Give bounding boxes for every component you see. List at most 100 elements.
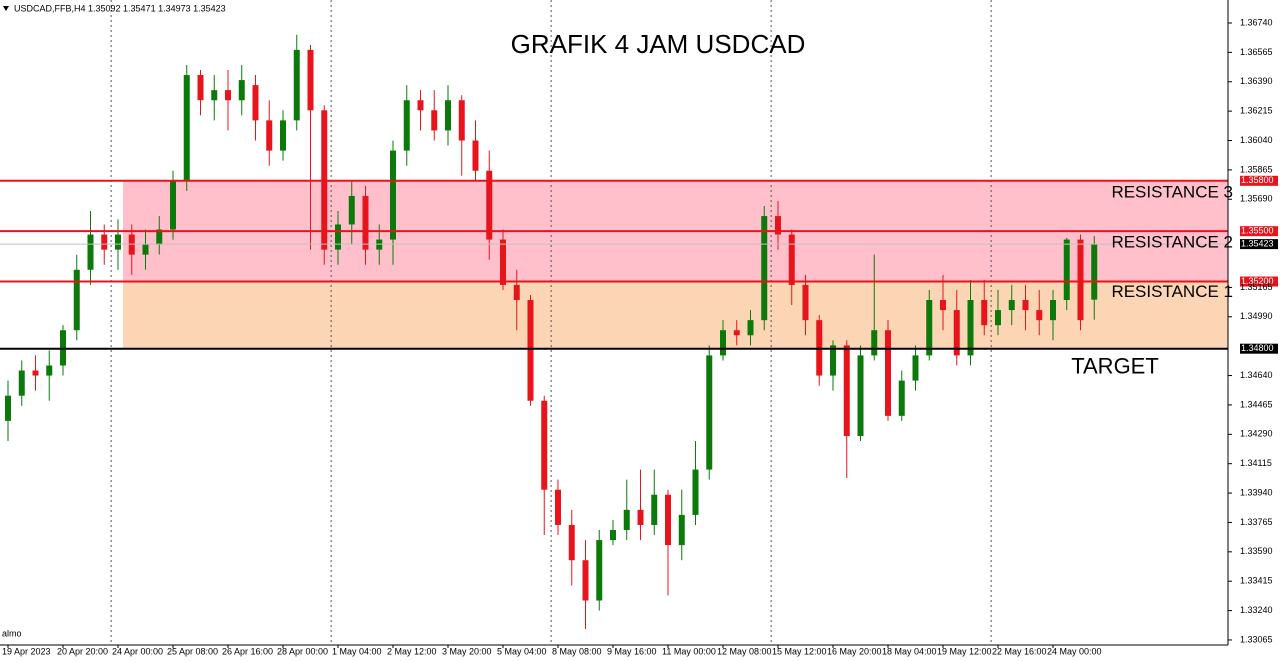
candle-body (18, 370, 25, 396)
candle-body (541, 400, 548, 490)
candle-body (788, 234, 795, 285)
x-tick-label: 5 May 04:00 (497, 646, 547, 656)
candle-body (307, 49, 314, 111)
candle-body (1050, 300, 1056, 321)
price-label: 1.35800 (1241, 175, 1274, 185)
level-name: RESISTANCE 1 (1111, 282, 1233, 301)
zone (123, 281, 1228, 349)
y-tick-label: 1.34465 (1240, 399, 1273, 409)
candle-body (871, 330, 878, 356)
price-label-box (1240, 276, 1278, 287)
candle-body (692, 469, 699, 515)
candle-body (623, 509, 630, 531)
candle-body (293, 49, 300, 121)
candle-body (500, 239, 506, 285)
x-tick-label: 12 May 08:00 (717, 646, 772, 656)
y-tick-label: 1.35690 (1240, 194, 1273, 204)
x-tick-label: 25 Apr 08:00 (167, 646, 218, 656)
x-tick-label: 26 Apr 16:00 (222, 646, 273, 656)
level-name: RESISTANCE 2 (1111, 233, 1233, 252)
y-tick-label: 1.34290 (1240, 429, 1273, 439)
y-tick-label: 1.36565 (1240, 47, 1273, 57)
x-tick-label: 19 Apr 2023 (2, 646, 51, 656)
y-tick-label: 1.33765 (1240, 517, 1273, 527)
x-tick-label: 16 May 20:00 (827, 646, 882, 656)
price-label-box (1240, 175, 1278, 186)
candle-body (335, 224, 341, 250)
y-tick-label: 1.33940 (1240, 487, 1273, 497)
x-tick-label: 15 May 12:00 (772, 646, 827, 656)
candle-body (5, 395, 11, 421)
candle-body (610, 530, 616, 541)
candle-body (651, 494, 658, 525)
candle-body (348, 195, 355, 225)
candle-body (568, 524, 575, 561)
candle-body (1077, 239, 1084, 321)
level-name: RESISTANCE 3 (1111, 182, 1233, 201)
candle-body (156, 229, 163, 245)
x-tick-label: 28 Apr 00:00 (277, 646, 328, 656)
candle-body (362, 195, 369, 250)
candle-body (775, 216, 781, 235)
candle-body (101, 234, 108, 250)
x-tick-label: 24 Apr 00:00 (112, 646, 163, 656)
candle-body (926, 300, 933, 356)
candle-body (266, 120, 273, 151)
y-tick-label: 1.36215 (1240, 106, 1273, 116)
candle-body (898, 380, 905, 416)
candle-body (197, 75, 204, 101)
candle-body (1091, 244, 1098, 300)
x-tick-label: 11 May 00:00 (662, 646, 716, 656)
price-label: 1.35500 (1241, 226, 1274, 236)
candle-body (678, 514, 685, 546)
candle-body (280, 120, 286, 151)
candle-body (802, 284, 809, 321)
candle-body (46, 365, 53, 376)
candle-body (170, 180, 176, 230)
candle-body (183, 75, 190, 181)
candle-body (720, 330, 726, 356)
candle-body (211, 90, 218, 101)
x-tick-label: 18 May 04:00 (882, 646, 937, 656)
y-tick-label: 1.36390 (1240, 76, 1273, 86)
y-tick-label: 1.36040 (1240, 135, 1273, 145)
chart-header: USDCAD,FFB,H4 1.35092 1.35471 1.34973 1.… (14, 3, 226, 13)
candle-body (87, 234, 94, 270)
price-label: 1.34800 (1241, 343, 1274, 353)
candle-body (733, 330, 740, 336)
price-label: 1.35200 (1241, 276, 1274, 286)
y-tick-label: 1.36740 (1240, 17, 1273, 27)
candle-body (857, 355, 864, 436)
candle-body (417, 100, 424, 111)
candle-body (885, 330, 891, 416)
y-tick-label: 1.33590 (1240, 546, 1273, 556)
candle-body (390, 150, 396, 240)
x-tick-label: 19 May 12:00 (937, 646, 992, 656)
candle-body (486, 170, 493, 240)
candle-body (637, 509, 644, 525)
candle-body (73, 269, 80, 331)
y-tick-label: 1.34115 (1240, 458, 1272, 468)
x-tick-label: 9 May 16:00 (607, 646, 657, 656)
candle-body (995, 310, 1001, 326)
header-arrow (3, 6, 9, 11)
candle-body (706, 355, 713, 470)
x-tick-label: 22 May 16:00 (992, 646, 1047, 656)
candle-body (431, 110, 438, 131)
y-tick-label: 1.33240 (1240, 605, 1273, 615)
x-tick-label: 2 May 12:00 (387, 646, 437, 656)
y-tick-label: 1.34640 (1240, 370, 1273, 380)
x-tick-label: 3 May 20:00 (442, 646, 492, 656)
candle-body (1022, 300, 1029, 311)
x-tick-label: 24 May 00:00 (1047, 646, 1102, 656)
x-tick-label: 8 May 08:00 (552, 646, 602, 656)
candle-body (238, 80, 245, 101)
candle-body (1008, 300, 1015, 311)
candle-body (376, 239, 383, 250)
y-tick-label: 1.35865 (1240, 164, 1273, 174)
level-name: TARGET (1071, 354, 1159, 379)
candle-body (596, 540, 603, 601)
candle-body (513, 284, 520, 301)
